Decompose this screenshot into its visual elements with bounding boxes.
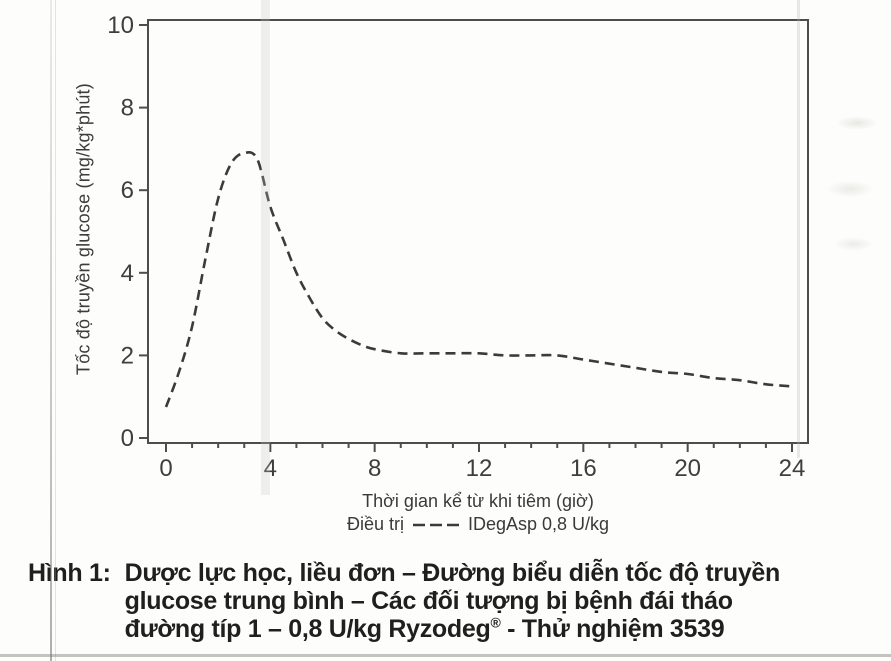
- legend: Điều trị IDegAsp 0,8 U/kg: [148, 514, 808, 535]
- scan-artifact-bottom-rule: [0, 654, 891, 657]
- plot-frame: [147, 19, 809, 444]
- registered-trademark-symbol: ®: [490, 614, 501, 631]
- caption-line-3-post: - Thử nghiệm 3539: [500, 615, 725, 643]
- x-tick-label: 0: [159, 455, 172, 482]
- figure-caption: Hình 1: Dược lực học, liều đơn – Đường b…: [28, 559, 848, 643]
- y-tick-label: 10: [107, 12, 134, 39]
- x-tick-label: 12: [466, 455, 493, 482]
- mean-gir-curve: [164, 151, 793, 408]
- figure-caption-text: Dược lực học, liều đơn – Đường biểu diễn…: [124, 559, 781, 643]
- y-axis-label: Tốc độ truyền glucose (mg/kg*phút): [73, 83, 94, 375]
- y-tick-label: 0: [121, 425, 134, 452]
- x-axis-label: Thời gian kể từ khi tiêm (giờ): [362, 491, 594, 511]
- y-tick-label: 6: [121, 177, 134, 204]
- x-tick-label: 8: [368, 455, 381, 482]
- caption-line-2: glucose trung bình – Các đối tượng bị bệ…: [124, 587, 733, 615]
- legend-treatment-label: Điều trị: [346, 514, 404, 534]
- y-tick-label: 2: [121, 342, 134, 369]
- y-tick-label: 4: [121, 260, 134, 287]
- x-tick-label: 16: [570, 455, 597, 482]
- y-tick-label: 8: [121, 95, 134, 122]
- caption-line-3-pre: đường típ 1 – 0,8 U/kg Ryzodeg: [124, 615, 491, 643]
- x-tick-label: 4: [264, 455, 277, 482]
- caption-line-1: Dược lực học, liều đơn – Đường biểu diễn…: [124, 559, 781, 587]
- x-tick-label: 20: [674, 455, 701, 482]
- x-tick-label: 24: [779, 455, 806, 482]
- caption-line-3: đường típ 1 – 0,8 U/kg Ryzodeg® - Thử ng…: [125, 615, 780, 643]
- figure-caption-number: Hình 1:: [28, 559, 111, 587]
- legend-dash-sample: [412, 523, 459, 526]
- legend-series-label: IDegAsp 0,8 U/kg: [467, 514, 610, 534]
